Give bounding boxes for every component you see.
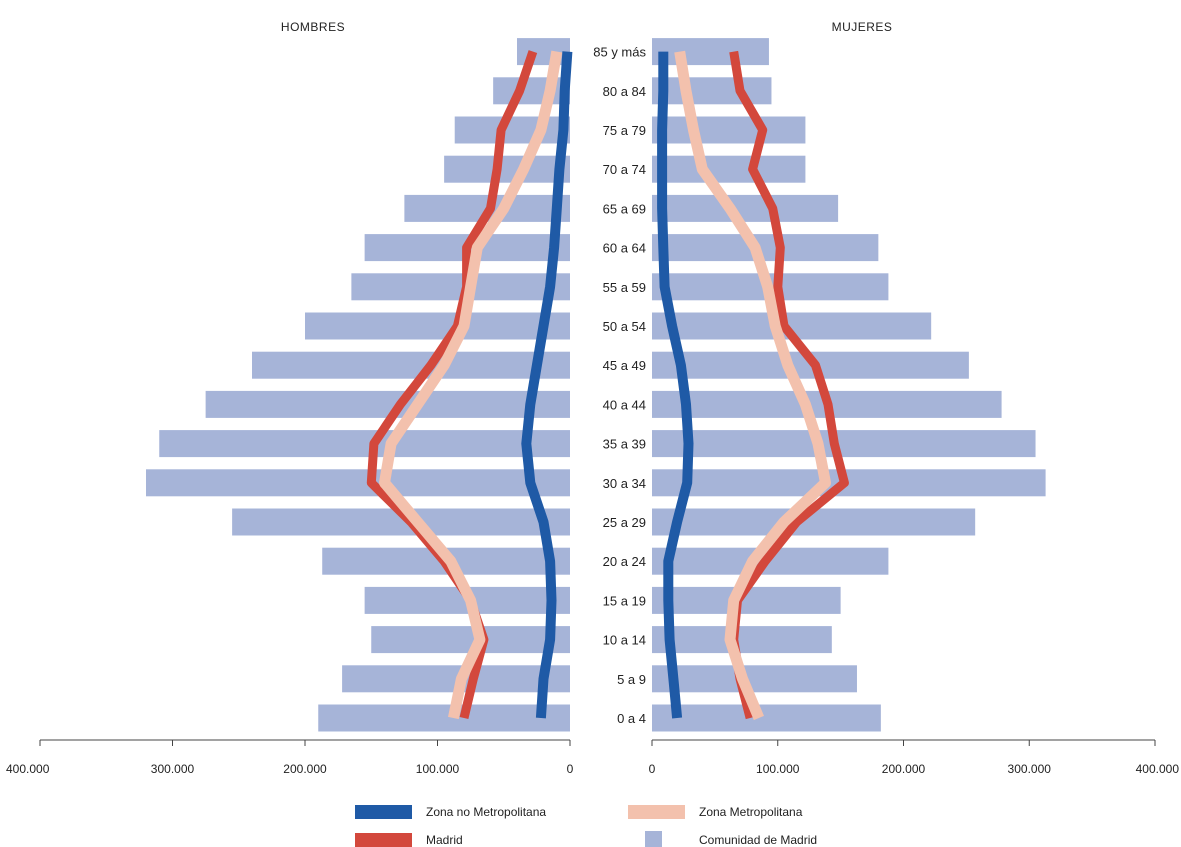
- x-tick-label-mujeres: 400.000: [1136, 762, 1180, 776]
- x-tick-label-hombres: 100.000: [416, 762, 460, 776]
- legend-label: Madrid: [426, 833, 463, 847]
- x-tick-label-mujeres: 300.000: [1008, 762, 1052, 776]
- age-group-label: 80 a 84: [603, 84, 646, 99]
- legend-label: Comunidad de Madrid: [699, 833, 817, 847]
- legend-swatch-line: [355, 805, 412, 819]
- bar-mujeres: [652, 155, 806, 183]
- x-tick-label-hombres: 0: [567, 762, 574, 776]
- age-group-label: 0 a 4: [617, 711, 646, 726]
- x-tick-label-hombres: 400.000: [6, 762, 50, 776]
- bar-hombres: [318, 704, 570, 732]
- x-tick-label-mujeres: 200.000: [882, 762, 926, 776]
- legend-swatch-line: [628, 805, 685, 819]
- bar-mujeres: [652, 77, 772, 105]
- bar-mujeres: [652, 665, 857, 693]
- legend-swatch-line: [355, 833, 412, 847]
- age-group-label: 85 y más: [593, 45, 646, 60]
- bars-layer: [146, 38, 1046, 732]
- bar-mujeres: [652, 38, 769, 66]
- bar-hombres: [454, 116, 570, 144]
- series-line-hombres-zona_metropolitana: [379, 50, 563, 720]
- bar-hombres: [146, 469, 570, 497]
- age-group-label: 50 a 54: [603, 319, 646, 334]
- legend: Zona no Metropolitana Zona Metropolitana M…: [355, 805, 817, 847]
- age-group-label: 10 a 14: [603, 633, 646, 648]
- bar-hombres: [159, 430, 570, 458]
- x-axes: 0 0 100.000 100.000 200.000 200.000 300.000 300…: [6, 739, 1180, 776]
- age-group-label: 20 a 24: [603, 554, 646, 569]
- bar-hombres: [305, 312, 570, 340]
- age-labels: 0 a 4 5 a 9 10 a 14 15 a 19 20 a 24 25 a 29 30…: [593, 45, 646, 726]
- age-group-label: 75 a 79: [603, 123, 646, 138]
- lines-layer: [366, 50, 849, 721]
- bar-hombres: [252, 351, 570, 379]
- bar-hombres: [444, 155, 570, 183]
- bar-hombres: [493, 77, 570, 105]
- age-group-label: 55 a 59: [603, 280, 646, 295]
- bar-mujeres: [652, 116, 806, 144]
- age-group-label: 30 a 34: [603, 476, 646, 491]
- x-tick-label-mujeres: 0: [649, 762, 656, 776]
- legend-swatch-bar: [645, 831, 662, 847]
- series-line-hombres-madrid: [366, 50, 538, 720]
- age-group-label: 45 a 49: [603, 358, 646, 373]
- series-line-hombres-zona_no_metropolitana: [521, 51, 573, 719]
- age-group-label: 60 a 64: [603, 241, 646, 256]
- series-line-mujeres-zona_metropolitana: [674, 50, 831, 721]
- age-group-label: 65 a 69: [603, 201, 646, 216]
- age-group-label: 40 a 44: [603, 397, 646, 412]
- bar-hombres: [205, 390, 570, 418]
- series-line-mujeres-zona_no_metropolitana: [657, 51, 694, 719]
- age-group-label: 5 a 9: [617, 672, 646, 687]
- legend-label: Zona no Metropolitana: [426, 805, 546, 819]
- age-group-label: 15 a 19: [603, 593, 646, 608]
- bar-mujeres: [652, 704, 881, 732]
- x-tick-label-hombres: 200.000: [283, 762, 327, 776]
- bar-mujeres: [652, 430, 1036, 458]
- age-group-label: 70 a 74: [603, 162, 646, 177]
- bar-mujeres: [652, 234, 879, 262]
- legend-label: Zona Metropolitana: [699, 805, 803, 819]
- bar-mujeres: [652, 626, 832, 654]
- age-group-label: 25 a 29: [603, 515, 646, 530]
- bar-mujeres: [652, 194, 839, 222]
- panel-title-hombres: HOMBRES: [281, 20, 345, 34]
- x-tick-label-hombres: 300.000: [151, 762, 195, 776]
- age-group-label: 35 a 39: [603, 437, 646, 452]
- series-line-mujeres-madrid: [729, 50, 849, 720]
- x-tick-label-mujeres: 100.000: [756, 762, 800, 776]
- panel-title-mujeres: MUJERES: [832, 20, 893, 34]
